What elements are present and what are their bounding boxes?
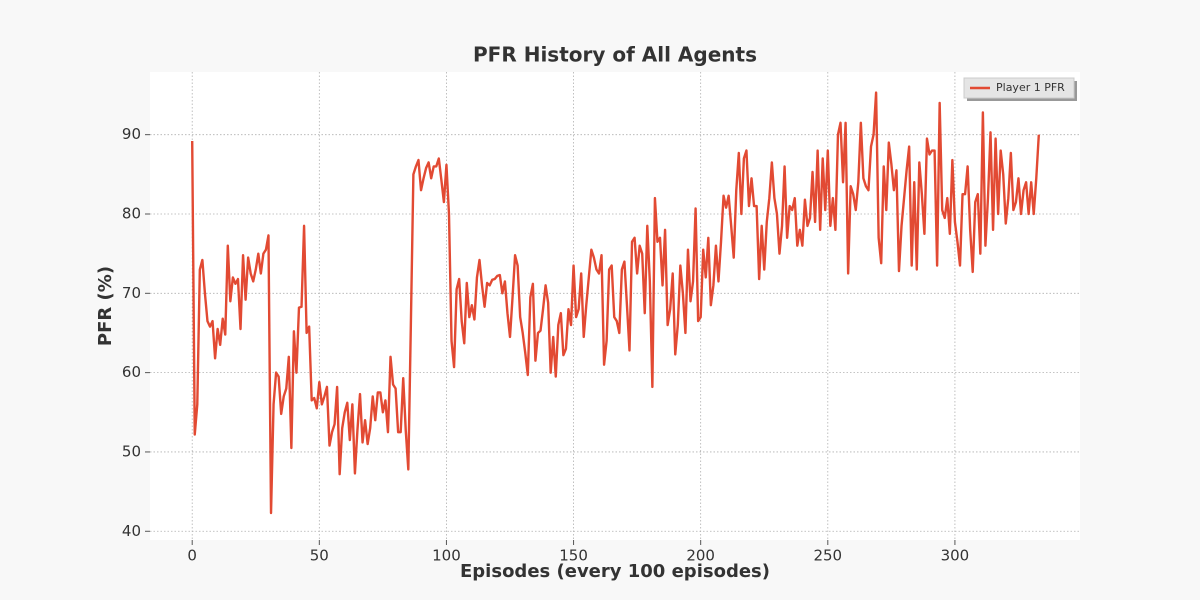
legend-box: [963, 77, 1075, 99]
x-tick-label: 50: [310, 547, 329, 565]
y-axis-label: PFR (%): [95, 266, 116, 346]
y-tick-label: 90: [122, 125, 141, 143]
y-tick-label: 70: [122, 284, 141, 302]
x-tick-label: 200: [686, 547, 715, 565]
x-axis-label: Episodes (every 100 episodes): [460, 561, 770, 582]
y-tick-label: 60: [122, 363, 141, 381]
x-tick-label: 250: [813, 547, 842, 565]
y-tick-label: 80: [122, 204, 141, 222]
x-tick-label: 100: [432, 547, 461, 565]
legend-label: Player 1 PFR: [996, 81, 1065, 94]
x-tick-label: 150: [559, 547, 588, 565]
x-tick-label: 0: [187, 547, 197, 565]
chart-title: PFR History of All Agents: [473, 43, 757, 67]
data-line: [191, 91, 1041, 515]
y-tick-label: 40: [122, 522, 141, 540]
y-tick-label: 50: [122, 442, 141, 460]
x-tick-label: 300: [941, 547, 970, 565]
